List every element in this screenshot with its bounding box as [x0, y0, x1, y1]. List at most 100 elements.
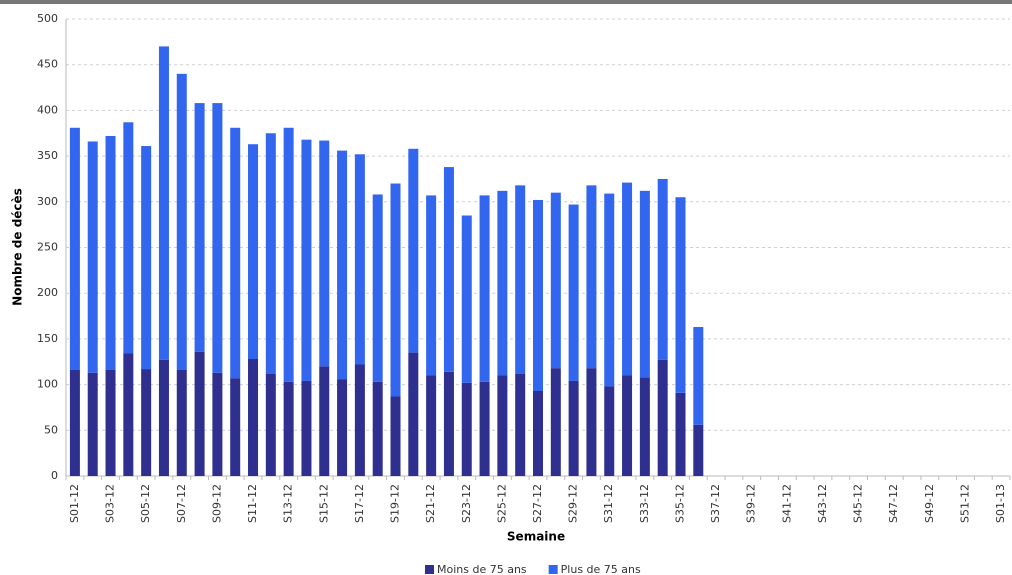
bar-segment: [639, 190, 650, 378]
bar-segment: [550, 368, 561, 476]
bar-segment: [586, 368, 597, 476]
bar-segment: [230, 378, 241, 476]
x-tick-label: S25-12: [495, 484, 508, 523]
bar-segment: [230, 127, 241, 379]
x-tick-label: S49-12: [923, 484, 936, 523]
x-tick-label: S27-12: [531, 484, 544, 523]
y-axis-label: Nombre de décès: [11, 188, 25, 306]
y-tick-label: 200: [37, 286, 58, 299]
x-tick-label: S23-12: [460, 484, 473, 523]
bar-segment: [372, 194, 383, 382]
bar-segment: [194, 351, 205, 476]
bar-segment: [408, 352, 419, 476]
bar-segment: [479, 381, 490, 476]
bar-segment: [461, 215, 472, 383]
y-tick-label: 150: [37, 332, 58, 345]
x-tick-label: S39-12: [745, 484, 758, 523]
bar-segment: [87, 141, 98, 373]
x-tick-label: S13-12: [282, 484, 295, 523]
x-tick-label: S03-12: [104, 484, 117, 523]
x-tick-label: S15-12: [317, 484, 330, 523]
bar-segment: [604, 193, 615, 387]
bar-segment: [141, 146, 152, 370]
bar-segment: [69, 127, 80, 370]
bar-segment: [319, 366, 330, 476]
x-tick-label: S17-12: [353, 484, 366, 523]
y-tick-label: 50: [44, 423, 58, 436]
bar-segment: [354, 364, 365, 476]
bar-segment: [533, 390, 543, 476]
bar-segment: [639, 377, 650, 476]
x-tick-label: S01-13: [994, 484, 1007, 523]
bar-segment: [568, 204, 579, 381]
bar-segment: [426, 195, 437, 376]
bar-segment: [693, 327, 704, 425]
y-tick-label: 100: [37, 378, 58, 391]
bar-segment: [533, 199, 543, 391]
top-bar: [0, 0, 1012, 4]
x-tick-label: S33-12: [638, 484, 651, 523]
x-tick-label: S01-12: [68, 484, 81, 523]
bar-segment: [622, 182, 633, 376]
bar-segment: [283, 127, 294, 382]
bar-segment: [301, 139, 312, 381]
bar-segment: [693, 424, 704, 476]
bar-segment: [141, 369, 152, 476]
bar-segment: [622, 375, 633, 476]
bar-segment: [497, 190, 508, 376]
bar-segment: [515, 185, 526, 374]
legend-label: Moins de 75 ans: [437, 563, 527, 575]
x-tick-label: S19-12: [389, 484, 402, 523]
y-tick-label: 500: [37, 12, 58, 25]
x-tick-label: S29-12: [567, 484, 580, 523]
y-tick-label: 250: [37, 241, 58, 254]
x-tick-label: S31-12: [602, 484, 615, 523]
bar-segment: [515, 373, 526, 476]
x-tick-label: S09-12: [210, 484, 223, 523]
x-axis-label: Semaine: [507, 530, 565, 544]
bar-segment: [283, 381, 294, 476]
x-tick-label: S21-12: [424, 484, 437, 523]
x-tick-label: S11-12: [246, 484, 259, 523]
bar-segment: [158, 359, 169, 476]
bar-segment: [176, 369, 187, 476]
bar-segment: [550, 192, 561, 369]
bar-segment: [212, 372, 223, 476]
bar-segment: [390, 183, 401, 397]
bar-segment: [123, 353, 134, 476]
x-tick-label: S35-12: [673, 484, 686, 523]
bar-segment: [408, 148, 419, 353]
bar-segment: [301, 380, 312, 476]
bar-segment: [479, 195, 490, 382]
legend-label: Plus de 75 ans: [561, 563, 641, 575]
bar-segment: [657, 178, 668, 360]
bar-segment: [337, 379, 348, 476]
bar-segment: [176, 73, 187, 370]
x-tick-label: S41-12: [780, 484, 793, 523]
bar-segment: [265, 373, 276, 476]
x-tick-label: S45-12: [852, 484, 865, 523]
bar-segment: [426, 375, 437, 476]
bar-segment: [390, 396, 401, 476]
bar-segment: [105, 369, 116, 476]
bar-segment: [461, 382, 472, 476]
bar-segment: [123, 122, 134, 354]
y-tick-label: 400: [37, 103, 58, 116]
y-tick-label: 0: [51, 469, 58, 482]
bar-segment: [105, 135, 116, 370]
bar-segment: [372, 381, 383, 476]
bar-segment: [87, 372, 98, 476]
bar-segment: [212, 103, 223, 373]
bar-segment: [248, 144, 259, 360]
bar-segment: [497, 375, 508, 476]
bar-segment: [69, 369, 80, 476]
bar-segment: [586, 185, 597, 369]
x-tick-label: S43-12: [816, 484, 829, 523]
bar-segment: [248, 359, 259, 476]
bar-segment: [675, 197, 686, 393]
x-tick-label: S05-12: [139, 484, 152, 523]
bar-segment: [675, 392, 686, 476]
legend-swatch: [548, 565, 558, 574]
bar-segment: [443, 371, 454, 476]
